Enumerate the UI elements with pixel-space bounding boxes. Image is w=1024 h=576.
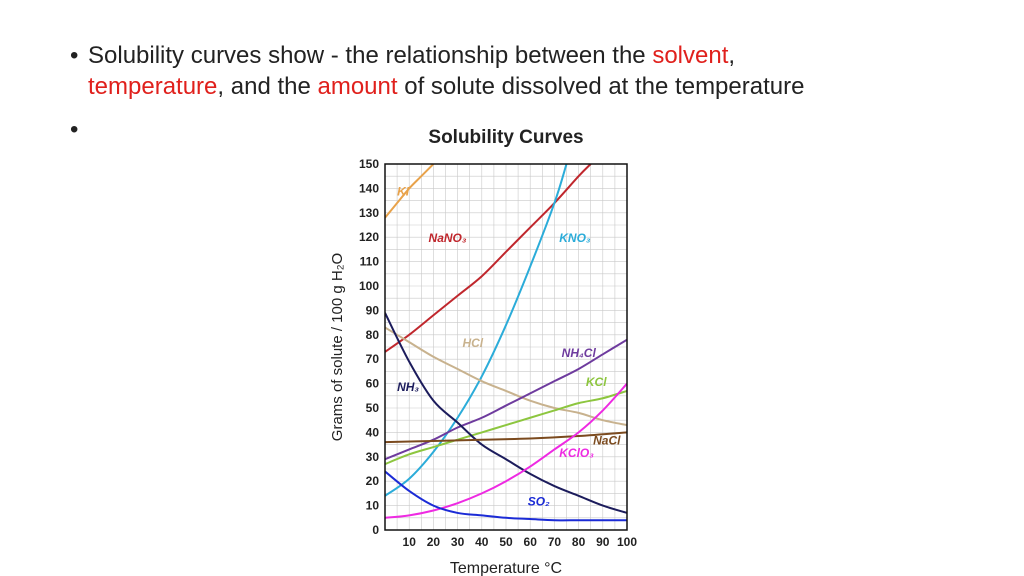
- x-tick-label: 50: [499, 535, 513, 549]
- bullet-dot: •: [70, 116, 79, 143]
- series-label-9: SO₂: [528, 495, 550, 509]
- series-line-6: [385, 312, 627, 514]
- y-tick-label: 100: [359, 279, 379, 293]
- y-tick-label: 30: [366, 450, 380, 464]
- series-line-3: [385, 326, 627, 427]
- bullet-1-text-b: ,: [728, 42, 736, 69]
- bullet-1-text-a: Solubility curves show - the relationshi…: [88, 42, 653, 69]
- bullet-list: • Solubility curves show - the relations…: [70, 40, 1000, 145]
- series-line-4: [385, 338, 627, 461]
- series-label-2: KNO₃: [559, 231, 591, 245]
- x-tick-label: 90: [596, 535, 610, 549]
- y-tick-label: 60: [366, 377, 380, 391]
- series-label-3: HCl: [462, 336, 483, 350]
- chart-curves: [385, 164, 627, 522]
- y-tick-label: 40: [366, 425, 380, 439]
- bullet-1-text-d: of solute dissolved at the temperature: [397, 73, 805, 100]
- series-label-5: KCl: [586, 375, 607, 389]
- highlight-temperature: temperature: [88, 73, 218, 100]
- series-line-0: [385, 164, 435, 219]
- chart-title: Solubility Curves: [428, 127, 583, 148]
- x-axis-label: Temperature °C: [450, 560, 562, 576]
- y-tick-label: 70: [366, 352, 380, 366]
- bullet-item-2: •: [70, 114, 1000, 145]
- highlight-solvent: solvent: [652, 42, 729, 69]
- y-tick-label: 120: [359, 230, 379, 244]
- x-tick-label: 70: [548, 535, 562, 549]
- series-line-9: [385, 470, 627, 522]
- y-tick-label: 20: [366, 474, 380, 488]
- x-tick-label: 20: [427, 535, 441, 549]
- series-label-8: KClO₃: [559, 446, 594, 460]
- y-tick-label: 80: [366, 328, 380, 342]
- y-tick-label: 150: [359, 157, 379, 171]
- highlight-amount: amount: [317, 73, 398, 100]
- y-tick-label: 50: [366, 401, 380, 415]
- x-tick-label: 10: [403, 535, 417, 549]
- bullet-item-1: • Solubility curves show - the relations…: [70, 40, 1000, 102]
- plot-frame: [384, 163, 628, 531]
- series-label-4: NH₄Cl: [562, 346, 597, 360]
- y-tick-label: 0: [372, 523, 379, 537]
- solubility-chart: Solubility Curves 0 10 20 30 40 50 60 70 80 90 100…: [329, 127, 637, 576]
- x-tick-label: 60: [524, 535, 538, 549]
- y-axis-label: Grams of solute / 100 g H₂O: [329, 253, 346, 441]
- x-tick-label: 30: [451, 535, 465, 549]
- y-tick-label: 140: [359, 181, 379, 195]
- x-tick-label: 80: [572, 535, 586, 549]
- bullet-dot: •: [70, 42, 79, 69]
- series-line-8: [385, 382, 627, 519]
- series-label-1: NaNO₃: [429, 231, 467, 245]
- series-line-7: [385, 431, 627, 444]
- bullet-1-text-c: , and the: [217, 73, 318, 100]
- y-tick-label: 110: [360, 255, 380, 269]
- chart-ticks: 0 10 20 30 40 50 60 70 80 90 100 110 120 130 140 150 10 2…: [359, 157, 637, 549]
- y-tick-label: 130: [359, 206, 379, 220]
- y-tick-label: 90: [366, 303, 380, 317]
- series-line-1: [385, 164, 592, 353]
- series-label-7: NaCl: [593, 434, 621, 448]
- x-tick-label: 100: [617, 535, 637, 549]
- series-line-5: [385, 389, 627, 466]
- series-line-2: [385, 164, 568, 497]
- series-label-0: KI: [397, 185, 410, 199]
- series-label-6: NH₃: [397, 380, 419, 394]
- x-tick-label: 40: [475, 535, 489, 549]
- y-tick-label: 10: [366, 499, 380, 513]
